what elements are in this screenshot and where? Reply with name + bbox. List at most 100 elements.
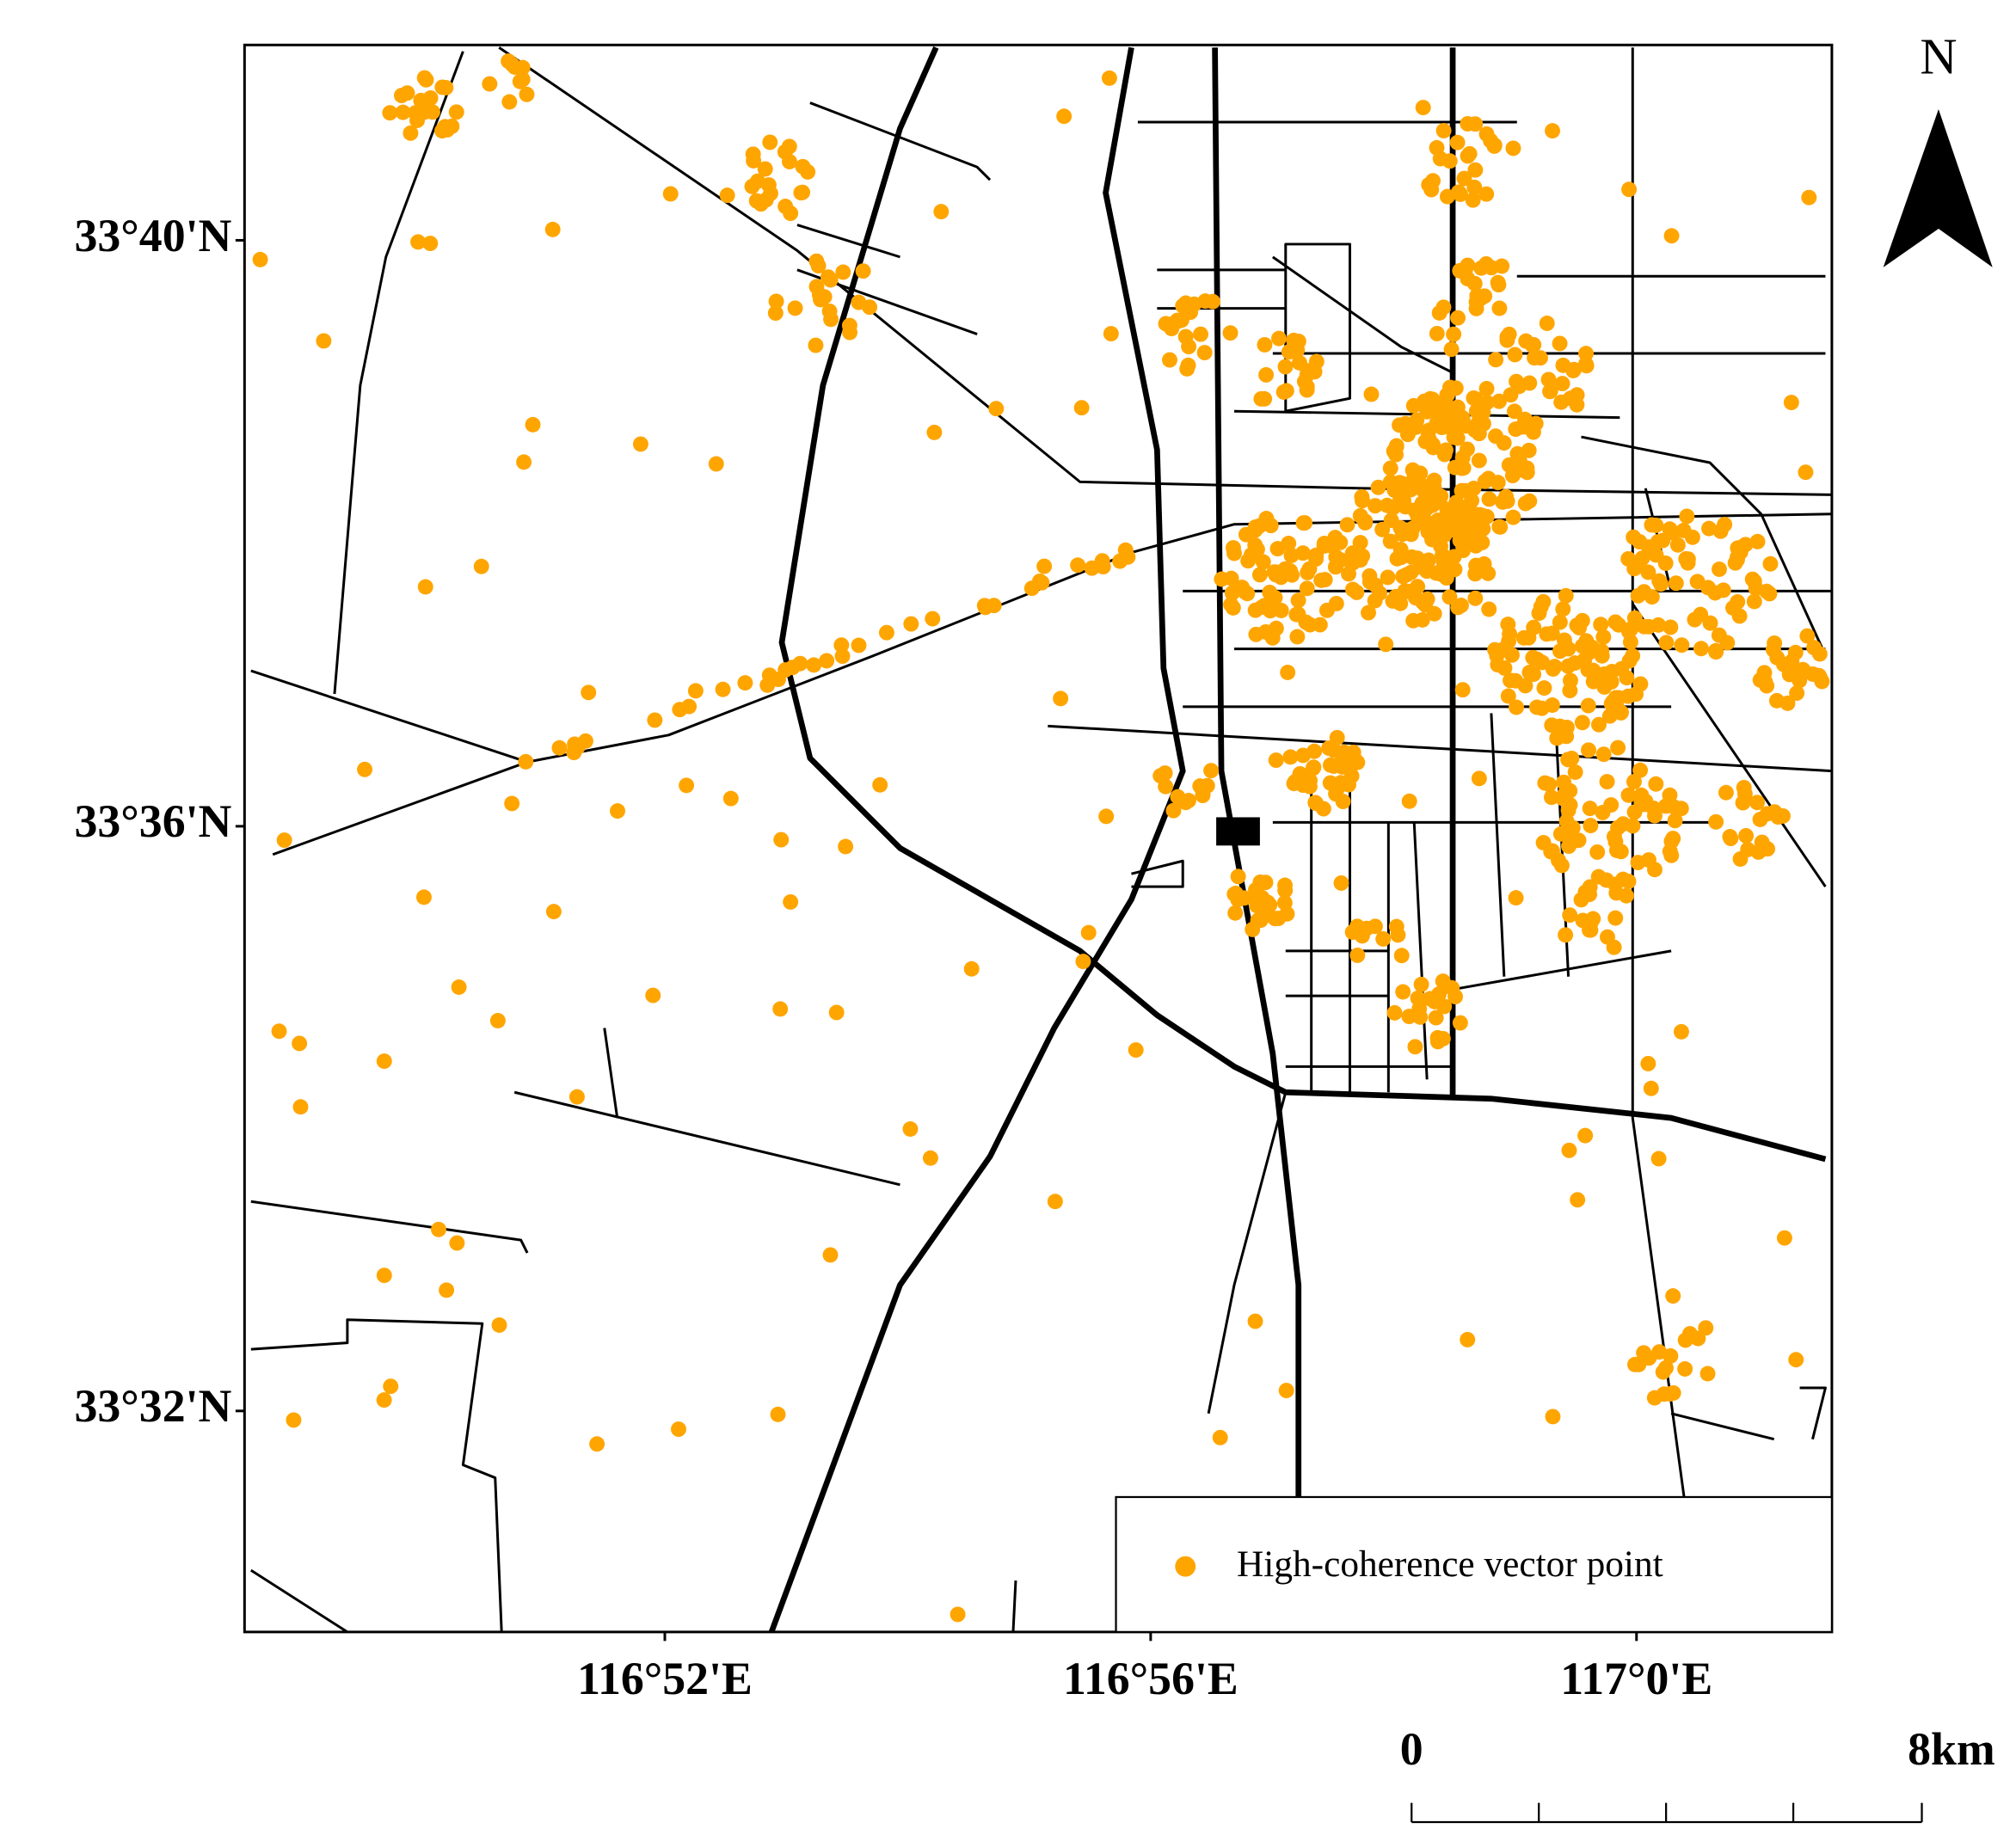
point	[903, 616, 919, 632]
points	[252, 53, 1830, 1623]
point	[1273, 603, 1289, 618]
point	[1435, 299, 1452, 316]
point	[1247, 522, 1263, 538]
point	[1643, 1080, 1659, 1096]
point	[1056, 108, 1073, 125]
point	[715, 681, 731, 697]
point	[819, 653, 835, 669]
point	[1454, 682, 1471, 698]
point	[1157, 765, 1173, 781]
point	[1446, 326, 1462, 342]
point	[1450, 599, 1466, 616]
point	[1251, 567, 1268, 583]
point	[681, 698, 698, 715]
point	[1454, 460, 1470, 476]
point	[1349, 947, 1366, 963]
point	[1386, 443, 1402, 459]
scale-line	[1411, 1802, 1923, 1824]
point	[1553, 394, 1570, 410]
point	[1382, 460, 1398, 476]
point	[1784, 654, 1800, 670]
point	[1503, 672, 1518, 689]
point	[1447, 421, 1464, 438]
point	[1517, 678, 1534, 694]
point	[1433, 538, 1448, 555]
point	[645, 987, 661, 1003]
point	[1403, 482, 1419, 498]
point	[1578, 358, 1595, 374]
point	[1552, 825, 1569, 842]
point	[762, 134, 778, 150]
point	[1590, 868, 1607, 885]
point	[1279, 905, 1295, 922]
point	[1470, 416, 1486, 433]
point	[1488, 352, 1504, 368]
point	[926, 424, 943, 440]
point	[1477, 473, 1493, 489]
map-frame	[243, 43, 1834, 1634]
road	[1207, 1091, 1288, 1415]
point	[1715, 582, 1731, 598]
point	[1508, 890, 1524, 906]
point	[1322, 537, 1338, 554]
point	[1517, 411, 1534, 427]
point	[382, 105, 398, 121]
point	[1234, 580, 1251, 596]
point	[1421, 176, 1437, 193]
point	[1280, 665, 1296, 680]
point	[1499, 332, 1515, 348]
point	[1401, 1009, 1417, 1025]
point	[1626, 529, 1642, 545]
point	[1447, 380, 1464, 396]
point	[1308, 547, 1325, 563]
point	[1382, 474, 1398, 490]
lon-label: 116°56'E	[1063, 1653, 1238, 1704]
point	[810, 258, 827, 274]
point	[1665, 1288, 1681, 1304]
point	[922, 1150, 938, 1166]
point	[1196, 345, 1213, 361]
point	[544, 221, 561, 237]
point	[1490, 657, 1506, 673]
point	[1333, 875, 1349, 891]
point	[821, 303, 838, 319]
point	[1258, 366, 1275, 383]
point	[925, 611, 941, 627]
point	[671, 1421, 686, 1438]
point	[1620, 874, 1637, 889]
point	[1681, 1326, 1698, 1342]
point	[1269, 541, 1286, 557]
point	[851, 294, 867, 310]
point	[1518, 333, 1534, 349]
point	[1560, 658, 1577, 674]
point	[1435, 123, 1452, 138]
point	[525, 416, 541, 433]
point	[1478, 255, 1495, 272]
point	[1501, 633, 1517, 649]
point	[1380, 569, 1396, 586]
point	[1465, 192, 1481, 208]
point	[1620, 688, 1637, 704]
point	[1632, 762, 1649, 778]
point	[449, 1235, 465, 1251]
point	[1544, 717, 1560, 733]
point	[1582, 922, 1598, 938]
point	[772, 1001, 789, 1017]
north-arrow: N	[1883, 28, 1993, 267]
point	[1354, 928, 1370, 944]
road	[1131, 859, 1184, 888]
point	[1534, 654, 1551, 671]
point	[1306, 743, 1323, 759]
point	[1227, 905, 1244, 921]
point	[1531, 605, 1547, 622]
north-arrow-shape	[1883, 109, 1993, 267]
point	[1658, 1359, 1674, 1376]
point	[1404, 520, 1421, 537]
point	[1257, 598, 1273, 614]
point	[1752, 812, 1768, 827]
point	[1544, 625, 1560, 641]
road	[250, 669, 528, 764]
point	[1554, 376, 1570, 392]
point	[1392, 417, 1408, 433]
